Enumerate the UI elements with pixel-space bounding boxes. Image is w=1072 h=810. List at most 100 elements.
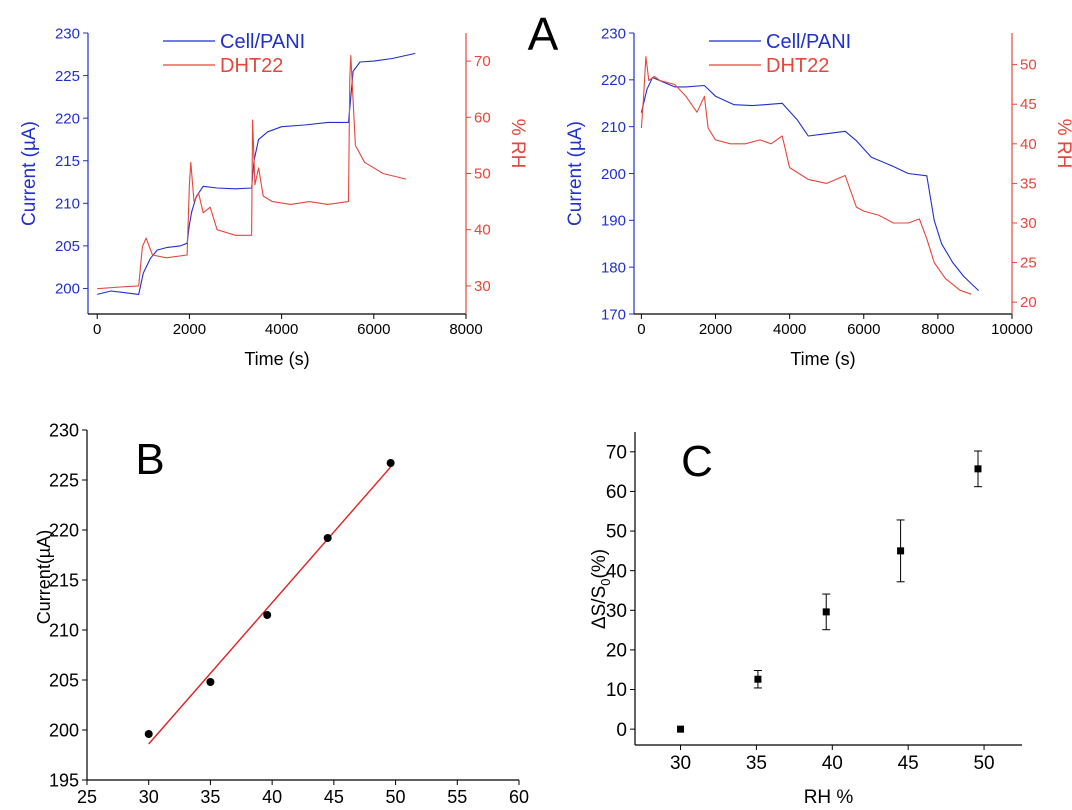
- y-tick-label: 30: [606, 601, 627, 622]
- x-tick-label: 30: [670, 753, 691, 774]
- y2-tick-label: 20: [1020, 294, 1037, 311]
- data-point: [974, 465, 982, 473]
- x-tick-label: 0: [637, 321, 645, 338]
- y-axis-label-main: ΔS/S: [589, 586, 610, 629]
- x-tick-label: 45: [898, 753, 919, 774]
- series-line-dht22: [97, 54, 407, 290]
- data-point: [386, 459, 395, 467]
- x-tick-label: 10000: [991, 321, 1033, 338]
- y-tick-label: 205: [55, 238, 80, 255]
- data-point: [754, 675, 762, 683]
- series-line-cell-pani: [97, 52, 416, 295]
- x-axis-label: RH %: [804, 787, 854, 808]
- x-tick-label: 35: [746, 753, 767, 774]
- y2-tick-label: 60: [474, 109, 491, 126]
- x-axis-label: Time (s): [244, 349, 309, 369]
- y-axis-label-subscript: 0: [598, 579, 613, 586]
- y-axis-label: Current (µA): [19, 121, 40, 226]
- y-tick-label: 200: [49, 720, 79, 740]
- y-tick-label: 180: [601, 259, 626, 276]
- x-tick-label: 4000: [265, 321, 298, 338]
- y-axis-label: Current(µA): [34, 530, 54, 624]
- data-point: [323, 534, 332, 542]
- y2-axis-label: % RH: [507, 119, 528, 169]
- x-tick-label: 4000: [773, 321, 806, 338]
- y2-tick-label: 45: [1020, 96, 1037, 113]
- x-tick-label: 0: [93, 321, 101, 338]
- y2-tick-label: 70: [474, 53, 491, 70]
- fit-line: [148, 466, 392, 745]
- y-tick-label: 230: [601, 25, 626, 42]
- y-tick-label: 210: [601, 119, 626, 136]
- x-tick-label: 35: [200, 787, 220, 807]
- x-tick-label: 8000: [921, 321, 954, 338]
- y2-tick-label: 40: [474, 222, 491, 239]
- series-line-dht22: [640, 56, 972, 295]
- y-tick-label: 195: [49, 770, 79, 790]
- data-point: [206, 678, 215, 686]
- x-tick-label: 2000: [699, 321, 732, 338]
- y-tick-label: 60: [606, 482, 627, 503]
- legend-label: DHT22: [220, 55, 283, 77]
- x-tick-label: 2000: [173, 321, 206, 338]
- y-tick-label: 200: [55, 281, 80, 298]
- chart-b: 25 30 35 40 45 50 55 60 195 200 205 210 215 220 225 230…: [34, 420, 529, 807]
- y-tick-label: 215: [55, 153, 80, 170]
- panel-label: B: [135, 435, 164, 484]
- y-tick-label: 210: [49, 620, 79, 640]
- y-tick-label: 0: [616, 720, 627, 741]
- y2-tick-label: 40: [1020, 136, 1037, 153]
- y-tick-label: 190: [601, 213, 626, 230]
- legend-label: Cell/PANI: [220, 31, 305, 53]
- x-tick-label: 50: [973, 753, 994, 774]
- y-tick-label: 10: [606, 680, 627, 701]
- y-tick-label: 225: [55, 68, 80, 85]
- y-axis-label: ΔS/S0(%): [589, 549, 613, 629]
- y-axis-label: Current (µA): [565, 121, 586, 226]
- chart-a2: 0 2000 4000 6000 8000 10000 170 180 190 200 210 220…: [565, 25, 1072, 369]
- y-tick-label: 210: [55, 196, 80, 213]
- x-tick-label: 30: [139, 787, 159, 807]
- y-tick-label: 220: [55, 110, 80, 127]
- y2-tick-label: 30: [1020, 215, 1037, 232]
- panel-label: C: [681, 437, 713, 486]
- panel-label: A: [528, 8, 559, 60]
- y-tick-label: 50: [606, 522, 627, 543]
- x-tick-label: 40: [262, 787, 282, 807]
- y2-tick-label: 35: [1020, 175, 1037, 192]
- y2-axis-label: % RH: [1053, 119, 1072, 169]
- x-tick-label: 40: [822, 753, 843, 774]
- data-point: [144, 730, 153, 738]
- y-axis-label-suffix: (%): [589, 549, 610, 579]
- y2-tick-label: 50: [474, 166, 491, 183]
- legend-label: DHT22: [766, 55, 829, 77]
- y-tick-label: 220: [49, 520, 79, 540]
- data-point: [822, 608, 830, 616]
- x-tick-label: 25: [77, 787, 97, 807]
- y-tick-label: 230: [55, 25, 80, 42]
- x-tick-label: 45: [324, 787, 344, 807]
- x-tick-label: 8000: [449, 321, 482, 338]
- y2-tick-label: 30: [474, 278, 491, 295]
- x-tick-label: 6000: [357, 321, 390, 338]
- x-axis-label: Time (s): [790, 349, 855, 369]
- data-point: [897, 547, 905, 555]
- y-tick-label: 40: [606, 561, 627, 582]
- y-tick-label: 70: [606, 442, 627, 463]
- y-tick-label: 205: [49, 670, 79, 690]
- y-tick-label: 225: [49, 470, 79, 490]
- data-point: [677, 725, 685, 733]
- y-tick-label: 215: [49, 570, 79, 590]
- y-tick-label: 200: [601, 166, 626, 183]
- legend-label: Cell/PANI: [766, 31, 851, 53]
- y-tick-label: 20: [606, 641, 627, 662]
- data-point: [263, 611, 272, 619]
- chart-a1: 0 2000 4000 6000 8000 200 205 210 215 220 225 230 30…: [19, 8, 559, 369]
- x-tick-label: 55: [447, 787, 467, 807]
- x-tick-label: 6000: [847, 321, 880, 338]
- series-line-cell-pani: [640, 76, 979, 291]
- x-tick-label: 50: [386, 787, 406, 807]
- y-tick-label: 170: [601, 306, 626, 323]
- y-tick-label: 230: [49, 420, 79, 440]
